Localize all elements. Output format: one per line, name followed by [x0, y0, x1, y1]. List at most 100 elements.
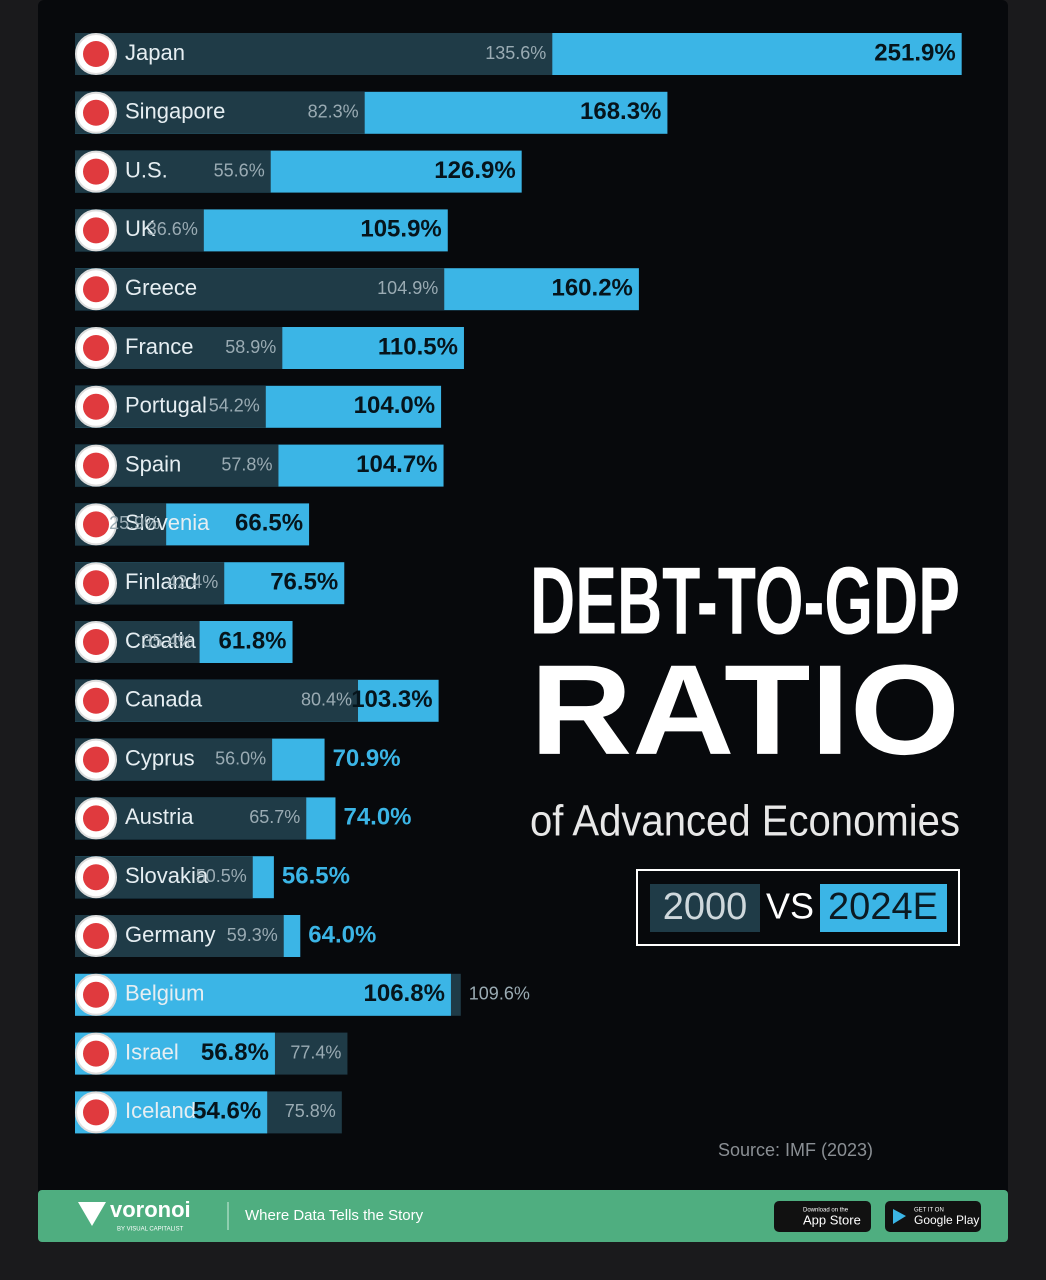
legend-box	[636, 869, 960, 946]
value-label: 66.5%	[235, 510, 303, 537]
brand-logo	[78, 1202, 106, 1226]
value-label: 76.5%	[270, 569, 338, 596]
tagline: Where Data Tells the Story	[245, 1207, 424, 1224]
value-label: 104.7%	[356, 451, 437, 478]
category-label: Croatia	[125, 628, 197, 653]
flag-inner	[83, 41, 109, 67]
value-label: 104.9%	[377, 278, 438, 298]
flag-inner	[83, 393, 109, 420]
value-label: 59.3%	[227, 925, 278, 945]
value-label: 65.7%	[249, 807, 300, 827]
value-label: 251.9%	[874, 39, 955, 66]
legend-label: 2000	[663, 886, 748, 928]
category-label: Singapore	[125, 99, 225, 124]
category-label: Israel	[125, 1039, 179, 1064]
value-label: 61.8%	[218, 627, 286, 654]
value-label: 74.0%	[343, 804, 411, 831]
badge-small: Download on the	[803, 1208, 849, 1214]
flag-inner	[83, 746, 109, 773]
legend-swatch	[650, 884, 760, 932]
category-label: Slovakia	[125, 863, 209, 888]
category-label: Spain	[125, 451, 181, 476]
flag-inner	[83, 570, 109, 597]
value-label: 135.6%	[485, 43, 546, 63]
chart-title: DEBT-TO-GDP	[530, 547, 960, 654]
value-label: 105.9%	[360, 216, 441, 243]
bar	[75, 268, 445, 311]
google-play-badge[interactable]	[885, 1201, 981, 1232]
value-label: 126.9%	[434, 157, 515, 184]
bar	[75, 973, 451, 1016]
value-label: 57.8%	[221, 454, 272, 474]
flag-inner	[83, 629, 109, 655]
value-label: 109.6%	[469, 984, 530, 1004]
value-label: 35.4%	[143, 631, 194, 651]
value-label: 54.6%	[193, 1098, 261, 1125]
value-label: 75.8%	[285, 1101, 336, 1121]
footer-bar	[38, 1190, 1008, 1242]
source: Source: IMF (2023)	[718, 1140, 873, 1160]
category-label: Japan	[125, 40, 185, 65]
value-label: 103.3%	[351, 686, 432, 713]
badge-text: Google Play	[914, 1213, 979, 1227]
category-label: Greece	[125, 275, 197, 300]
value-label: 50.5%	[196, 866, 247, 886]
value-label: 110.5%	[378, 333, 458, 360]
flag-inner	[83, 1040, 109, 1067]
flag-inner	[83, 981, 109, 1008]
legend-swatch	[820, 884, 947, 932]
play-icon	[893, 1209, 906, 1224]
category-label: U.S.	[125, 157, 168, 182]
flag-inner	[83, 511, 109, 538]
value-label: 55.6%	[214, 160, 265, 180]
value-label: 25.9%	[109, 513, 160, 533]
flag-inner	[83, 217, 109, 244]
value-label: 104.0%	[354, 392, 435, 419]
badge-text: App Store	[803, 1212, 861, 1227]
value-label: 106.8%	[364, 980, 445, 1007]
value-label: 54.2%	[209, 396, 260, 416]
category-label: Belgium	[125, 981, 204, 1006]
flag-inner	[83, 452, 109, 479]
category-label: Germany	[125, 922, 215, 947]
value-label: 77.4%	[290, 1042, 341, 1062]
bar	[75, 33, 553, 75]
value-label: 58.9%	[225, 337, 276, 357]
value-label: 168.3%	[580, 98, 661, 125]
category-label: France	[125, 334, 193, 359]
flag-inner	[83, 805, 109, 832]
category-label: Austria	[125, 804, 194, 829]
brand: voronoi	[110, 1197, 191, 1222]
flag-inner	[83, 99, 109, 126]
brand-sub: BY VISUAL CAPITALIST	[117, 1227, 184, 1233]
flag-inner	[83, 923, 109, 949]
flag-inner	[83, 276, 109, 303]
category-label: Finland	[125, 569, 197, 594]
flag-inner	[83, 864, 109, 891]
flag-inner	[83, 158, 109, 185]
badge-small: GET IT ON	[914, 1208, 944, 1214]
bar	[75, 91, 365, 134]
category-label: UK	[125, 216, 156, 241]
value-label: 42.4%	[167, 572, 218, 592]
category-label: Iceland	[125, 1098, 196, 1123]
category-label: Portugal	[125, 393, 207, 418]
flag-inner	[83, 1099, 109, 1126]
legend-separator: VS	[766, 886, 814, 927]
value-label: 36.6%	[147, 219, 198, 239]
flag-inner	[83, 335, 109, 361]
chart-title-line2: RATIO	[530, 639, 960, 782]
category-label: Canada	[125, 687, 203, 712]
legend-label: 2024E	[828, 886, 938, 928]
value-label: 70.9%	[333, 745, 401, 772]
chart-subtitle: of Advanced Economies	[530, 797, 960, 846]
bar	[75, 679, 359, 722]
category-label: Slovenia	[125, 510, 210, 535]
value-label: 56.0%	[215, 748, 266, 768]
app-store-badge[interactable]	[774, 1201, 871, 1232]
value-label: 80.4%	[301, 690, 352, 710]
value-label: 56.8%	[201, 1039, 269, 1066]
value-label: 82.3%	[308, 102, 359, 122]
value-label: 64.0%	[308, 921, 376, 948]
